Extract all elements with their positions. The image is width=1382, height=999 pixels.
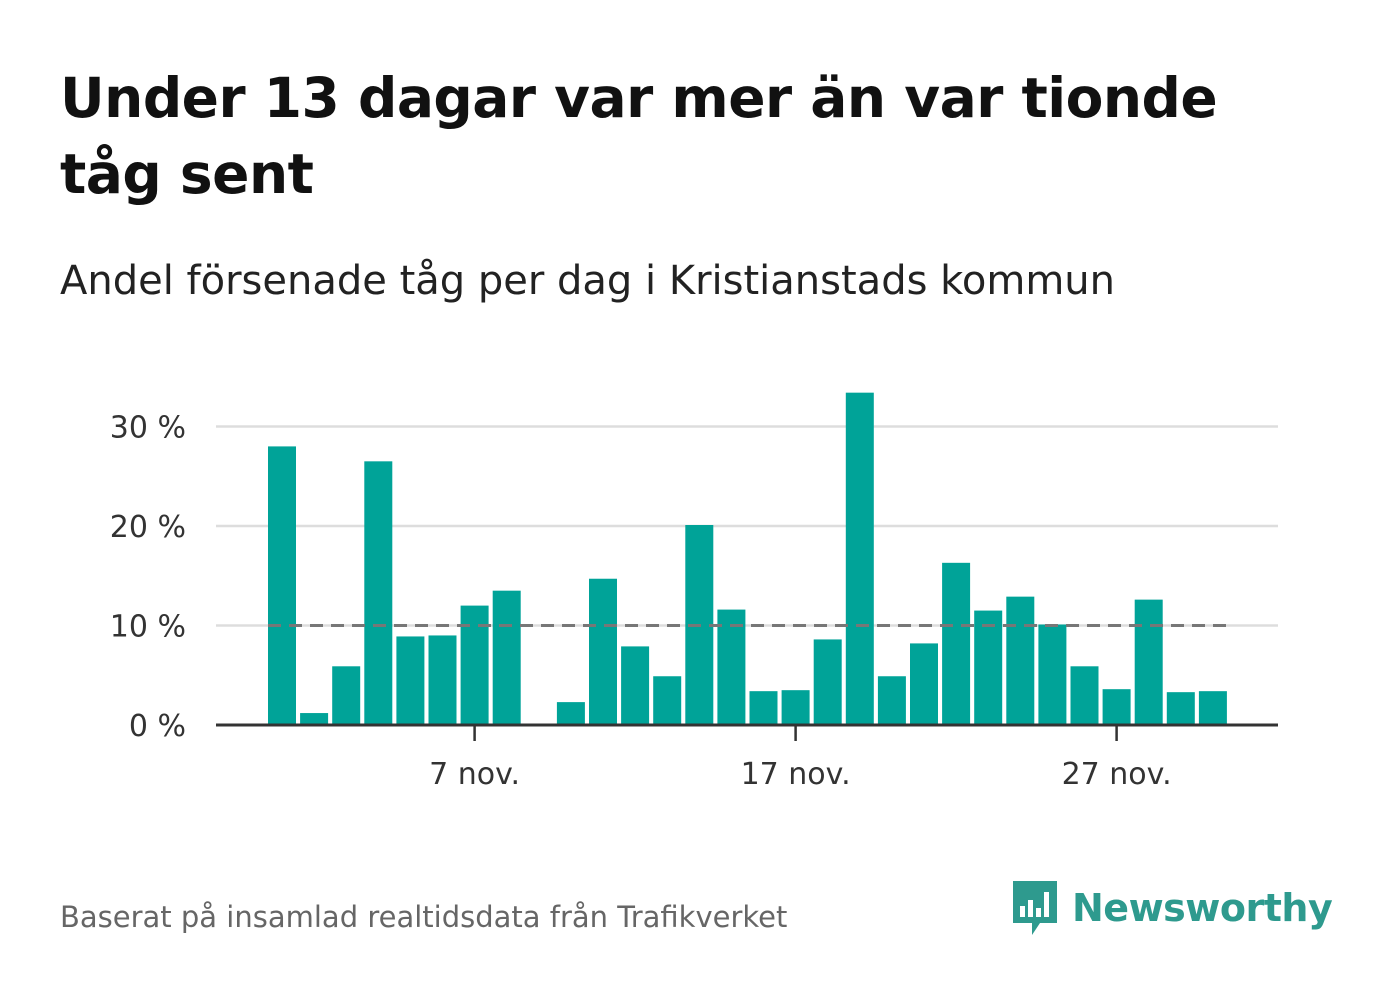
y-tick-label: 10 %	[110, 610, 186, 645]
bar	[1102, 689, 1131, 725]
bar	[332, 666, 361, 725]
bar	[556, 702, 585, 725]
chart-title: Under 13 dagar var mer än var tionde tåg…	[60, 66, 1218, 206]
logo-text: Newsworthy	[1072, 886, 1333, 930]
bar	[653, 676, 682, 725]
y-tick-label: 0 %	[129, 709, 186, 744]
x-tick-label: 27 nov.	[1062, 757, 1172, 792]
bars	[268, 392, 1227, 725]
bar	[781, 690, 810, 725]
bar	[300, 713, 329, 725]
bar	[1198, 691, 1227, 725]
bar	[974, 610, 1003, 725]
bar	[1134, 599, 1163, 725]
bar	[621, 646, 650, 725]
bar	[364, 461, 393, 725]
newsworthy-logo-icon	[1013, 881, 1057, 935]
chart-subtitle: Andel försenade tåg per dag i Kristianst…	[60, 258, 1115, 304]
bar	[1070, 666, 1099, 725]
bar	[1006, 596, 1035, 725]
bar-chart: 0 % 10 % 20 % 30 % 7 nov. 17 nov. 27 nov.	[110, 392, 1278, 792]
bar	[877, 676, 906, 725]
bar	[910, 643, 938, 725]
bar	[428, 635, 457, 725]
y-tick-label: 20 %	[110, 510, 186, 545]
bar	[460, 605, 489, 725]
bar	[1166, 692, 1195, 725]
y-axis-ticks: 0 % 10 % 20 % 30 %	[110, 411, 186, 745]
grid-lines	[216, 425, 1278, 627]
bar	[845, 392, 874, 725]
y-tick-label: 30 %	[110, 411, 186, 446]
bar	[717, 609, 746, 725]
bar	[396, 636, 425, 725]
bar	[942, 562, 971, 725]
bar	[749, 691, 778, 725]
bar	[813, 639, 842, 725]
x-tick-label: 17 nov.	[741, 757, 851, 792]
bar	[1038, 624, 1067, 725]
x-axis: 7 nov. 17 nov. 27 nov.	[216, 723, 1278, 792]
x-tick-label: 7 nov.	[429, 757, 520, 792]
bar	[589, 578, 617, 725]
bar	[268, 446, 296, 725]
source-note: Baserat på insamlad realtidsdata från Tr…	[60, 900, 788, 934]
newsworthy-logo: Newsworthy	[1010, 878, 1333, 938]
bar	[492, 590, 521, 725]
